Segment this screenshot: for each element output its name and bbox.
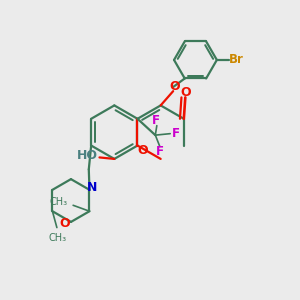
Text: F: F: [172, 127, 179, 140]
Text: F: F: [156, 145, 164, 158]
Text: CH₃: CH₃: [50, 197, 68, 207]
Text: O: O: [59, 217, 70, 230]
Text: O: O: [169, 80, 180, 94]
Text: F: F: [152, 114, 160, 127]
Text: HO: HO: [76, 149, 98, 162]
Text: CH₃: CH₃: [48, 233, 67, 243]
Text: O: O: [137, 144, 148, 157]
Text: Br: Br: [229, 53, 244, 66]
Text: O: O: [180, 85, 190, 98]
Text: N: N: [87, 181, 97, 194]
